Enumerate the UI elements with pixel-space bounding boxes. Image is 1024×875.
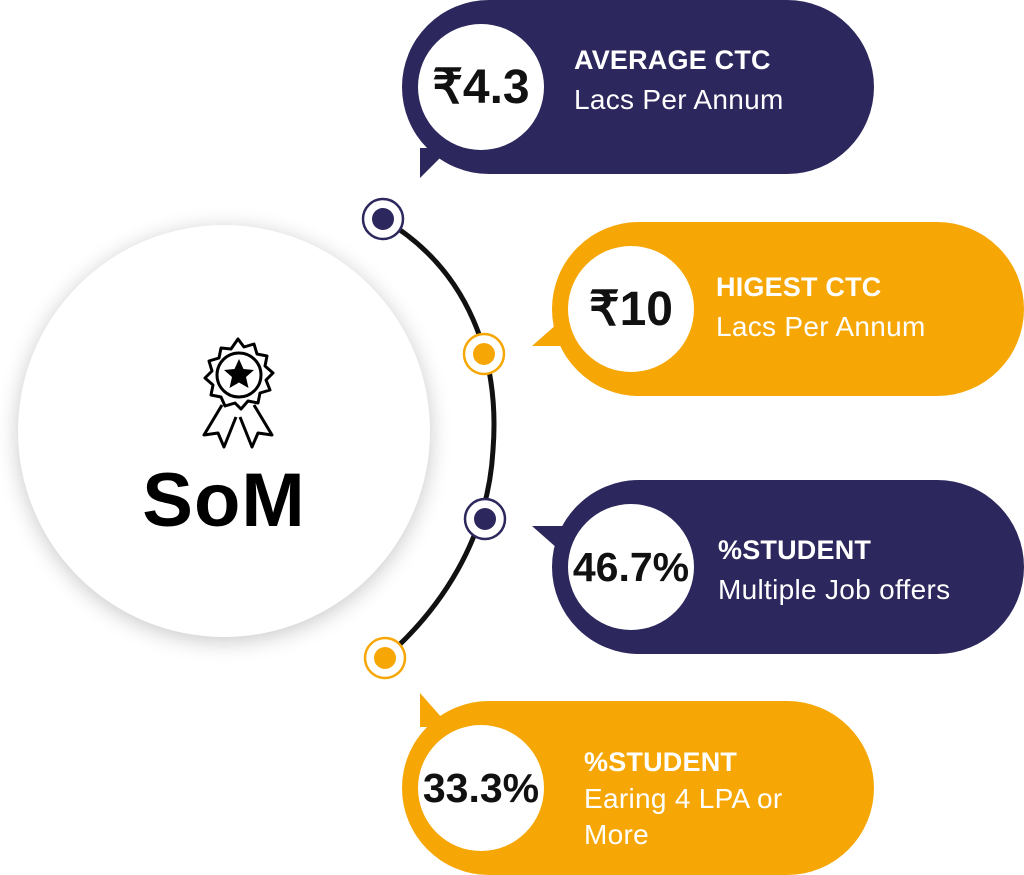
- center-circle: SoM: [18, 225, 430, 637]
- card-pointer: [420, 693, 450, 727]
- stat-value-badge: 33.3%: [418, 725, 544, 851]
- stat-card-average-ctc: ₹4.3 AVERAGE CTC Lacs Per Annum: [402, 0, 874, 178]
- center-label: SoM: [142, 458, 306, 543]
- stat-title: %STUDENT: [718, 535, 872, 565]
- stat-title: AVERAGE CTC: [574, 45, 771, 75]
- stat-subtitle: Lacs Per Annum: [716, 311, 926, 342]
- timeline-node-3: [463, 497, 507, 541]
- card-pointer: [532, 316, 566, 346]
- stat-card-multiple-offers: 46.7% %STUDENT Multiple Job offers: [532, 480, 1024, 654]
- timeline-node-4: [363, 636, 407, 680]
- stat-title: %STUDENT: [584, 747, 738, 777]
- stat-card-highest-ctc: ₹10 HIGEST CTC Lacs Per Annum: [532, 222, 1024, 396]
- stat-title: HIGEST CTC: [716, 272, 882, 302]
- stat-subtitle: Earing 4 LPA or More: [584, 783, 783, 850]
- card-pointer: [420, 148, 450, 178]
- stat-card-earning-4lpa: 33.3% %STUDENT Earing 4 LPA or More: [402, 693, 874, 875]
- stat-value-badge: 46.7%: [568, 504, 694, 630]
- stat-subtitle: Lacs Per Annum: [574, 84, 784, 115]
- timeline-node-1: [361, 197, 405, 241]
- timeline-node-2: [462, 332, 506, 376]
- award-ribbon-icon: [202, 337, 275, 449]
- stat-value-badge: ₹10: [568, 246, 694, 372]
- card-pointer: [532, 526, 566, 556]
- stat-subtitle: Multiple Job offers: [718, 574, 951, 605]
- stat-value-badge: ₹4.3: [418, 24, 544, 150]
